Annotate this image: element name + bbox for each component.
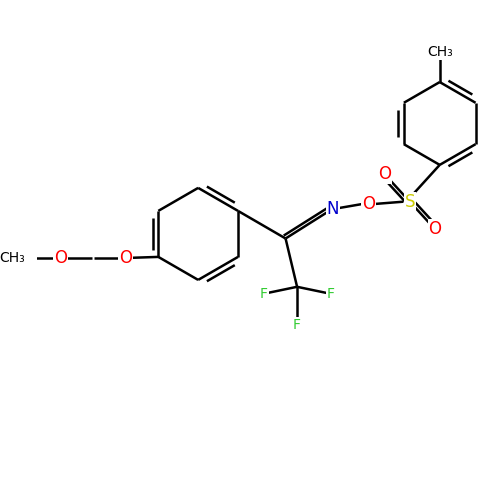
Text: O: O — [118, 249, 132, 267]
Text: O: O — [54, 249, 68, 267]
Text: O: O — [362, 195, 375, 213]
Text: S: S — [404, 192, 415, 210]
Text: CH₃: CH₃ — [427, 45, 452, 59]
Text: N: N — [326, 200, 339, 218]
Text: F: F — [293, 318, 301, 332]
Text: CH₃: CH₃ — [0, 251, 26, 265]
Text: O: O — [428, 220, 442, 238]
Text: F: F — [260, 286, 268, 300]
Text: F: F — [326, 286, 334, 300]
Text: O: O — [378, 165, 391, 183]
